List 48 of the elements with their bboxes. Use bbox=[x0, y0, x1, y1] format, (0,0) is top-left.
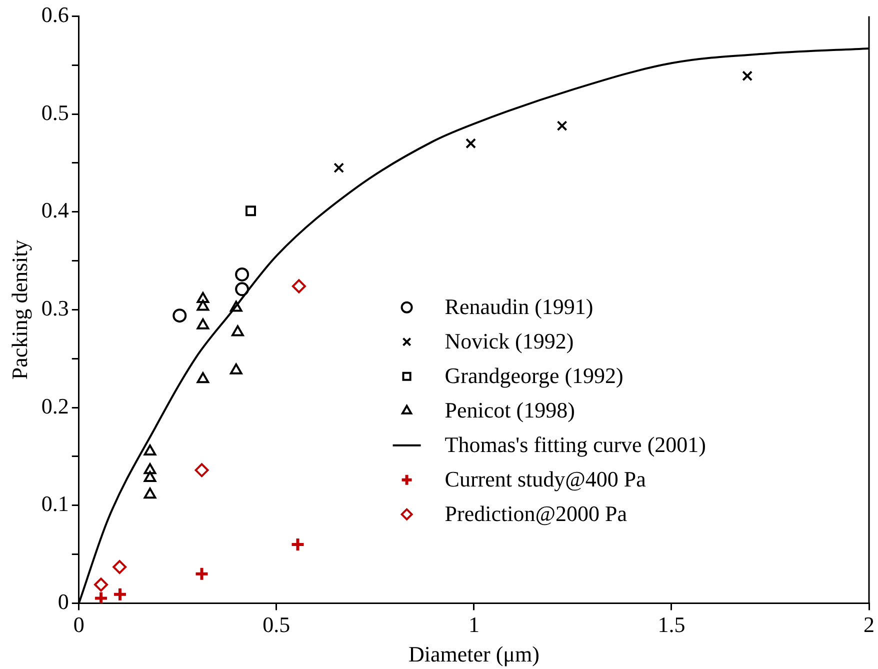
y-tick-label: 0 bbox=[58, 588, 69, 614]
legend-label: Prediction@2000 Pa bbox=[444, 501, 628, 526]
point bbox=[194, 463, 209, 478]
x-tick-label: 0.5 bbox=[262, 612, 290, 638]
point bbox=[194, 566, 210, 582]
point bbox=[230, 300, 242, 312]
point bbox=[172, 308, 187, 323]
point bbox=[235, 267, 250, 282]
point bbox=[196, 372, 210, 384]
point bbox=[556, 120, 568, 132]
y-tick-label: 0.2 bbox=[41, 393, 69, 418]
y-axis-title: Packing density bbox=[6, 240, 32, 380]
point bbox=[144, 488, 156, 499]
legend-label: Penicot (1998) bbox=[444, 398, 575, 423]
x-tick-label: 2 bbox=[864, 612, 874, 638]
legend-label: Thomas's fitting curve (2001) bbox=[444, 432, 706, 458]
point bbox=[94, 578, 108, 592]
point bbox=[235, 282, 250, 296]
point bbox=[246, 206, 256, 216]
point bbox=[196, 292, 210, 303]
point bbox=[334, 162, 344, 174]
y-tick-label: 0.5 bbox=[41, 100, 69, 125]
point bbox=[230, 363, 242, 374]
point bbox=[196, 300, 210, 311]
x-tick-label: 0 bbox=[73, 612, 84, 638]
point bbox=[196, 318, 210, 330]
point bbox=[144, 470, 156, 482]
x-tick-label: 1 bbox=[468, 612, 480, 638]
x-tick-label: 1.5 bbox=[658, 612, 686, 638]
legend-label: Renaudin (1991) bbox=[444, 294, 594, 320]
point bbox=[290, 537, 306, 552]
point bbox=[742, 70, 753, 82]
point bbox=[112, 586, 128, 602]
point bbox=[232, 325, 244, 336]
point bbox=[112, 560, 127, 574]
point bbox=[292, 279, 306, 294]
point bbox=[466, 138, 476, 149]
x-axis-title: Diameter (μm) bbox=[408, 642, 540, 667]
y-tick-label: 0.1 bbox=[41, 491, 69, 516]
y-tick-label: 0.6 bbox=[41, 2, 69, 27]
y-tick-label: 0.3 bbox=[41, 295, 69, 320]
point bbox=[94, 590, 109, 604]
y-tick-label: 0.4 bbox=[41, 198, 69, 223]
point bbox=[144, 444, 156, 456]
legend-label: Novick (1992) bbox=[444, 328, 574, 354]
legend-label: Grandgeorge (1992) bbox=[444, 363, 624, 388]
legend-label: Current study@400 Pa bbox=[444, 466, 646, 492]
point bbox=[144, 463, 156, 474]
